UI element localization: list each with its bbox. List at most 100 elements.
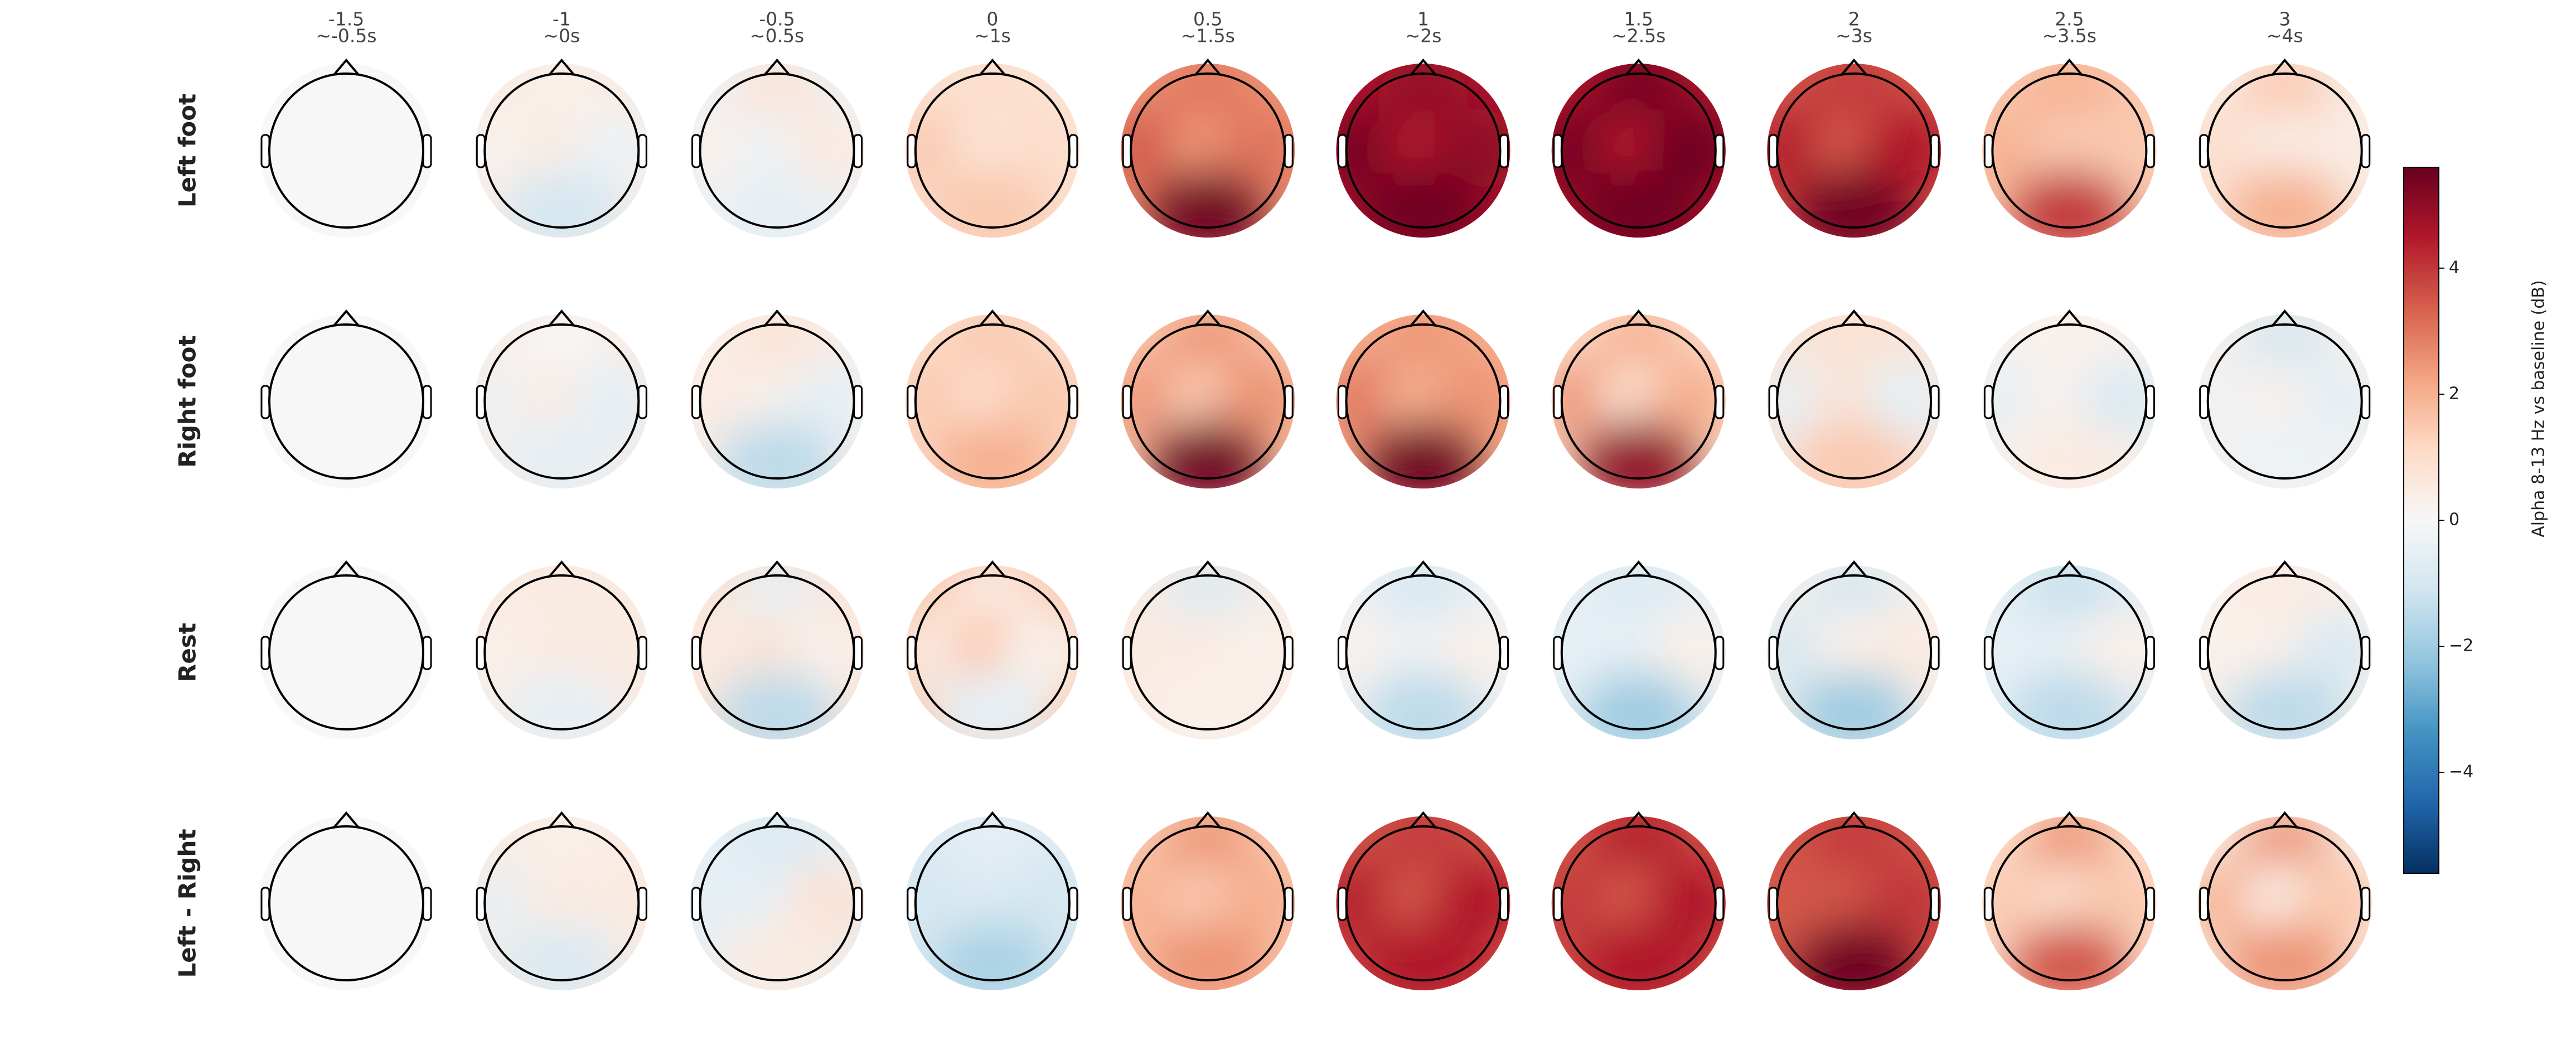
topomap-region: [1793, 923, 1916, 990]
head-ear: [1983, 385, 1993, 419]
head-outline: [914, 323, 1071, 480]
row-label: Rest: [174, 623, 201, 682]
head-nose: [2056, 560, 2083, 578]
head-outline: [699, 323, 855, 480]
topomap: [905, 309, 1079, 488]
topomap: [1121, 560, 1295, 739]
topomap-region: [285, 672, 408, 739]
head-nose: [2272, 811, 2298, 829]
head-ear: [2199, 636, 2209, 670]
head-ear: [853, 887, 863, 921]
column-sublabel: ~4s: [2267, 25, 2303, 47]
head-nose: [1410, 560, 1437, 578]
colorbar-tick-label: 0: [2449, 510, 2459, 530]
head-nose: [548, 560, 575, 578]
head-nose: [1841, 560, 1867, 578]
head-outline: [2206, 825, 2363, 981]
column-sublabel: ~2s: [1405, 25, 1442, 47]
head-nose: [1194, 560, 1221, 578]
head-ear: [1284, 134, 1294, 168]
head-nose: [548, 309, 575, 327]
head-ear: [260, 887, 270, 921]
head-nose: [333, 811, 360, 829]
topomap-region: [1864, 862, 1941, 945]
head-nose: [2056, 309, 2083, 327]
head-nose: [1410, 811, 1437, 829]
topomap-region: [1648, 862, 1726, 945]
head-outline: [268, 72, 424, 229]
topomap-region: [715, 170, 839, 238]
column-sublabel: ~3s: [1836, 25, 1872, 47]
topomap-region: [2079, 109, 2157, 192]
head-outline: [914, 72, 1071, 229]
head-outline: [699, 72, 855, 229]
topomap-region: [1362, 170, 1485, 238]
head-ear: [637, 636, 647, 670]
topomap-region: [1577, 170, 1700, 238]
head-ear: [691, 134, 701, 168]
topomap-region: [1793, 672, 1916, 739]
head-ear: [1553, 134, 1563, 168]
topomap: [1767, 309, 1941, 488]
column-sublabel: ~1s: [974, 25, 1011, 47]
topomap-region: [1002, 862, 1079, 945]
topomap-region: [787, 862, 864, 945]
head-ear: [853, 385, 863, 419]
head-ear: [476, 385, 486, 419]
column-sublabel: ~0s: [543, 25, 580, 47]
head-nose: [333, 560, 360, 578]
topomap: [905, 811, 1079, 990]
head-ear: [1768, 636, 1778, 670]
topomap-region: [931, 170, 1054, 238]
head-nose: [548, 811, 575, 829]
column-label: -0.5: [759, 8, 795, 30]
head-nose: [333, 309, 360, 327]
topomap-region: [2223, 672, 2346, 739]
topomap-region: [1577, 923, 1700, 990]
row-label: Left foot: [174, 94, 201, 207]
head-ear: [1338, 385, 1347, 419]
head-outline: [1345, 323, 1502, 480]
topomap-region: [1218, 862, 1295, 945]
head-ear: [2145, 636, 2155, 670]
topomap-region: [2294, 109, 2372, 192]
head-nose: [1625, 309, 1652, 327]
topomap-region: [2294, 611, 2372, 694]
topomap-region: [1218, 611, 1295, 694]
head-outline: [2206, 574, 2363, 730]
topomap-region: [500, 421, 623, 488]
topomap-region: [356, 109, 433, 192]
head-ear: [1715, 887, 1725, 921]
head-ear: [260, 134, 270, 168]
head-nose: [979, 560, 1006, 578]
head-nose: [2272, 560, 2298, 578]
head-nose: [548, 58, 575, 76]
head-ear: [1983, 134, 1993, 168]
head-outline: [1130, 323, 1286, 480]
head-nose: [2056, 58, 2083, 76]
topomap-region: [2294, 862, 2372, 945]
topomap-region: [1146, 672, 1270, 739]
head-ear: [1715, 134, 1725, 168]
topomap-region: [1002, 611, 1079, 694]
head-ear: [1338, 887, 1347, 921]
head-outline: [914, 574, 1071, 730]
head-ear: [637, 134, 647, 168]
topomap: [259, 309, 433, 488]
topomap: [1767, 811, 1941, 990]
head-nose: [1841, 309, 1867, 327]
head-ear: [907, 134, 917, 168]
topomap: [474, 560, 649, 739]
head-nose: [1841, 811, 1867, 829]
topomap: [1551, 811, 1726, 990]
column-sublabel: ~1.5s: [1181, 25, 1235, 47]
head-outline: [2206, 323, 2363, 480]
head-ear: [2145, 385, 2155, 419]
head-nose: [1841, 58, 1867, 76]
column-label: 0.5: [1193, 8, 1222, 30]
topomap-region: [715, 421, 839, 488]
head-ear: [422, 385, 432, 419]
head-ear: [1122, 636, 1132, 670]
head-ear: [2199, 887, 2209, 921]
topomap: [1767, 58, 1941, 238]
